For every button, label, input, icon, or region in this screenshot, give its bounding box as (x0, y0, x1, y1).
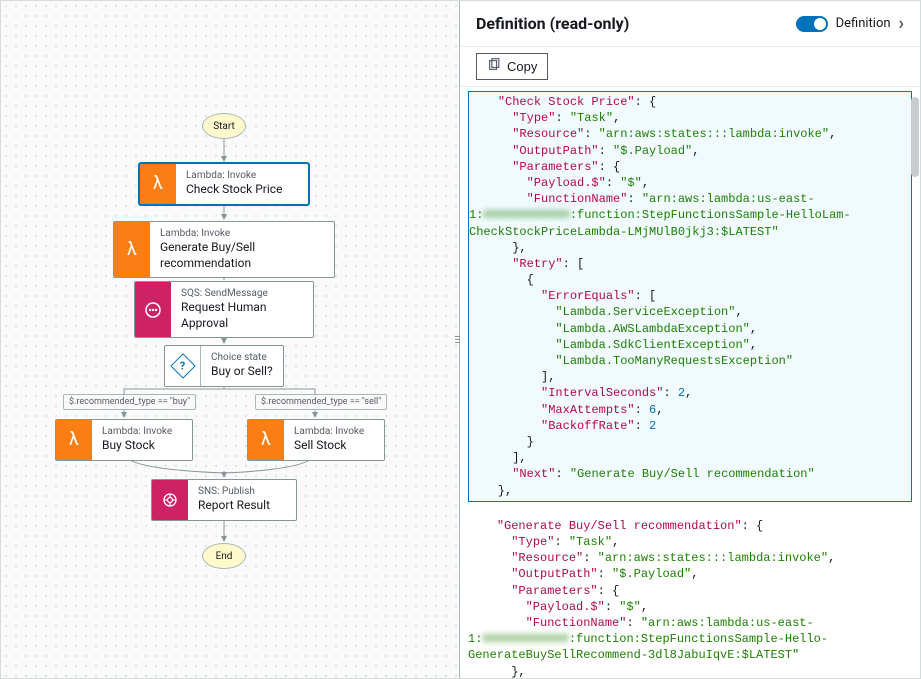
node-title: Request Human Approval (181, 300, 303, 331)
node-service-label: Lambda: Invoke (294, 426, 364, 438)
node-title: Sell Stock (294, 438, 364, 454)
lambda-icon: λ (56, 420, 92, 460)
workflow-node-sell[interactable]: λ Lambda: Invoke Sell Stock (247, 419, 385, 461)
workflow-node-choice[interactable]: ? Choice state Buy or Sell? (164, 345, 284, 387)
sqs-icon (135, 282, 171, 337)
lambda-icon: λ (140, 164, 176, 204)
node-service-label: Lambda: Invoke (102, 426, 172, 438)
definition-header: Definition (read-only) Definition › (460, 1, 920, 47)
code-block: "Check Stock Price": { "Type": "Task", "… (468, 91, 912, 678)
node-service-label: SNS: Publish (198, 486, 270, 498)
workflow-node-check-stock[interactable]: λ Lambda: Invoke Check Stock Price (139, 163, 309, 205)
edge-label-buy: $.recommended_type == "buy" (63, 394, 196, 410)
workflow-end-node[interactable]: End (202, 543, 246, 569)
sns-icon (152, 480, 188, 520)
workflow-node-request-approval[interactable]: SQS: SendMessage Request Human Approval (134, 281, 314, 338)
workflow-node-buy[interactable]: λ Lambda: Invoke Buy Stock (55, 419, 193, 461)
lambda-icon: λ (248, 420, 284, 460)
node-service-label: Lambda: Invoke (186, 170, 282, 182)
start-label: Start (213, 121, 235, 132)
workflow-node-generate[interactable]: λ Lambda: Invoke Generate Buy/Sell recom… (113, 221, 335, 278)
copy-button[interactable]: Copy (476, 53, 548, 80)
node-service-label: Choice state (211, 352, 273, 364)
workflow-canvas[interactable]: Start λ Lambda: Invoke Check Stock Price… (1, 1, 459, 678)
workflow-edges (1, 1, 459, 678)
node-title: Buy or Sell? (211, 364, 273, 380)
node-service-label: SQS: SendMessage (181, 288, 303, 300)
scrollbar[interactable] (908, 87, 920, 678)
node-service-label: Lambda: Invoke (160, 228, 324, 240)
lambda-icon: λ (114, 222, 150, 277)
node-title: Buy Stock (102, 438, 172, 454)
copy-icon (487, 58, 501, 75)
copy-label: Copy (507, 59, 537, 74)
definition-panel: Definition (read-only) Definition › Copy… (459, 1, 920, 678)
scrollbar-thumb[interactable] (911, 97, 919, 177)
definition-title: Definition (read-only) (476, 14, 629, 33)
workflow-start-node[interactable]: Start (202, 113, 246, 139)
choice-icon: ? (165, 346, 201, 386)
edge-label-sell: $.recommended_type == "sell" (255, 394, 387, 410)
copy-toolbar: Copy (460, 47, 920, 87)
app-container: Start λ Lambda: Invoke Check Stock Price… (0, 0, 921, 679)
definition-toggle-group: Definition › (796, 13, 904, 34)
code-panel[interactable]: "Check Stock Price": { "Type": "Task", "… (460, 87, 920, 678)
workflow-node-report[interactable]: SNS: Publish Report Result (151, 479, 297, 521)
toggle-label: Definition (836, 16, 891, 31)
definition-toggle[interactable] (796, 16, 828, 32)
node-title: Generate Buy/Sell recommendation (160, 240, 324, 271)
node-title: Report Result (198, 498, 270, 514)
node-title: Check Stock Price (186, 182, 282, 198)
chevron-right-icon[interactable]: › (899, 13, 904, 34)
end-label: End (216, 551, 233, 562)
